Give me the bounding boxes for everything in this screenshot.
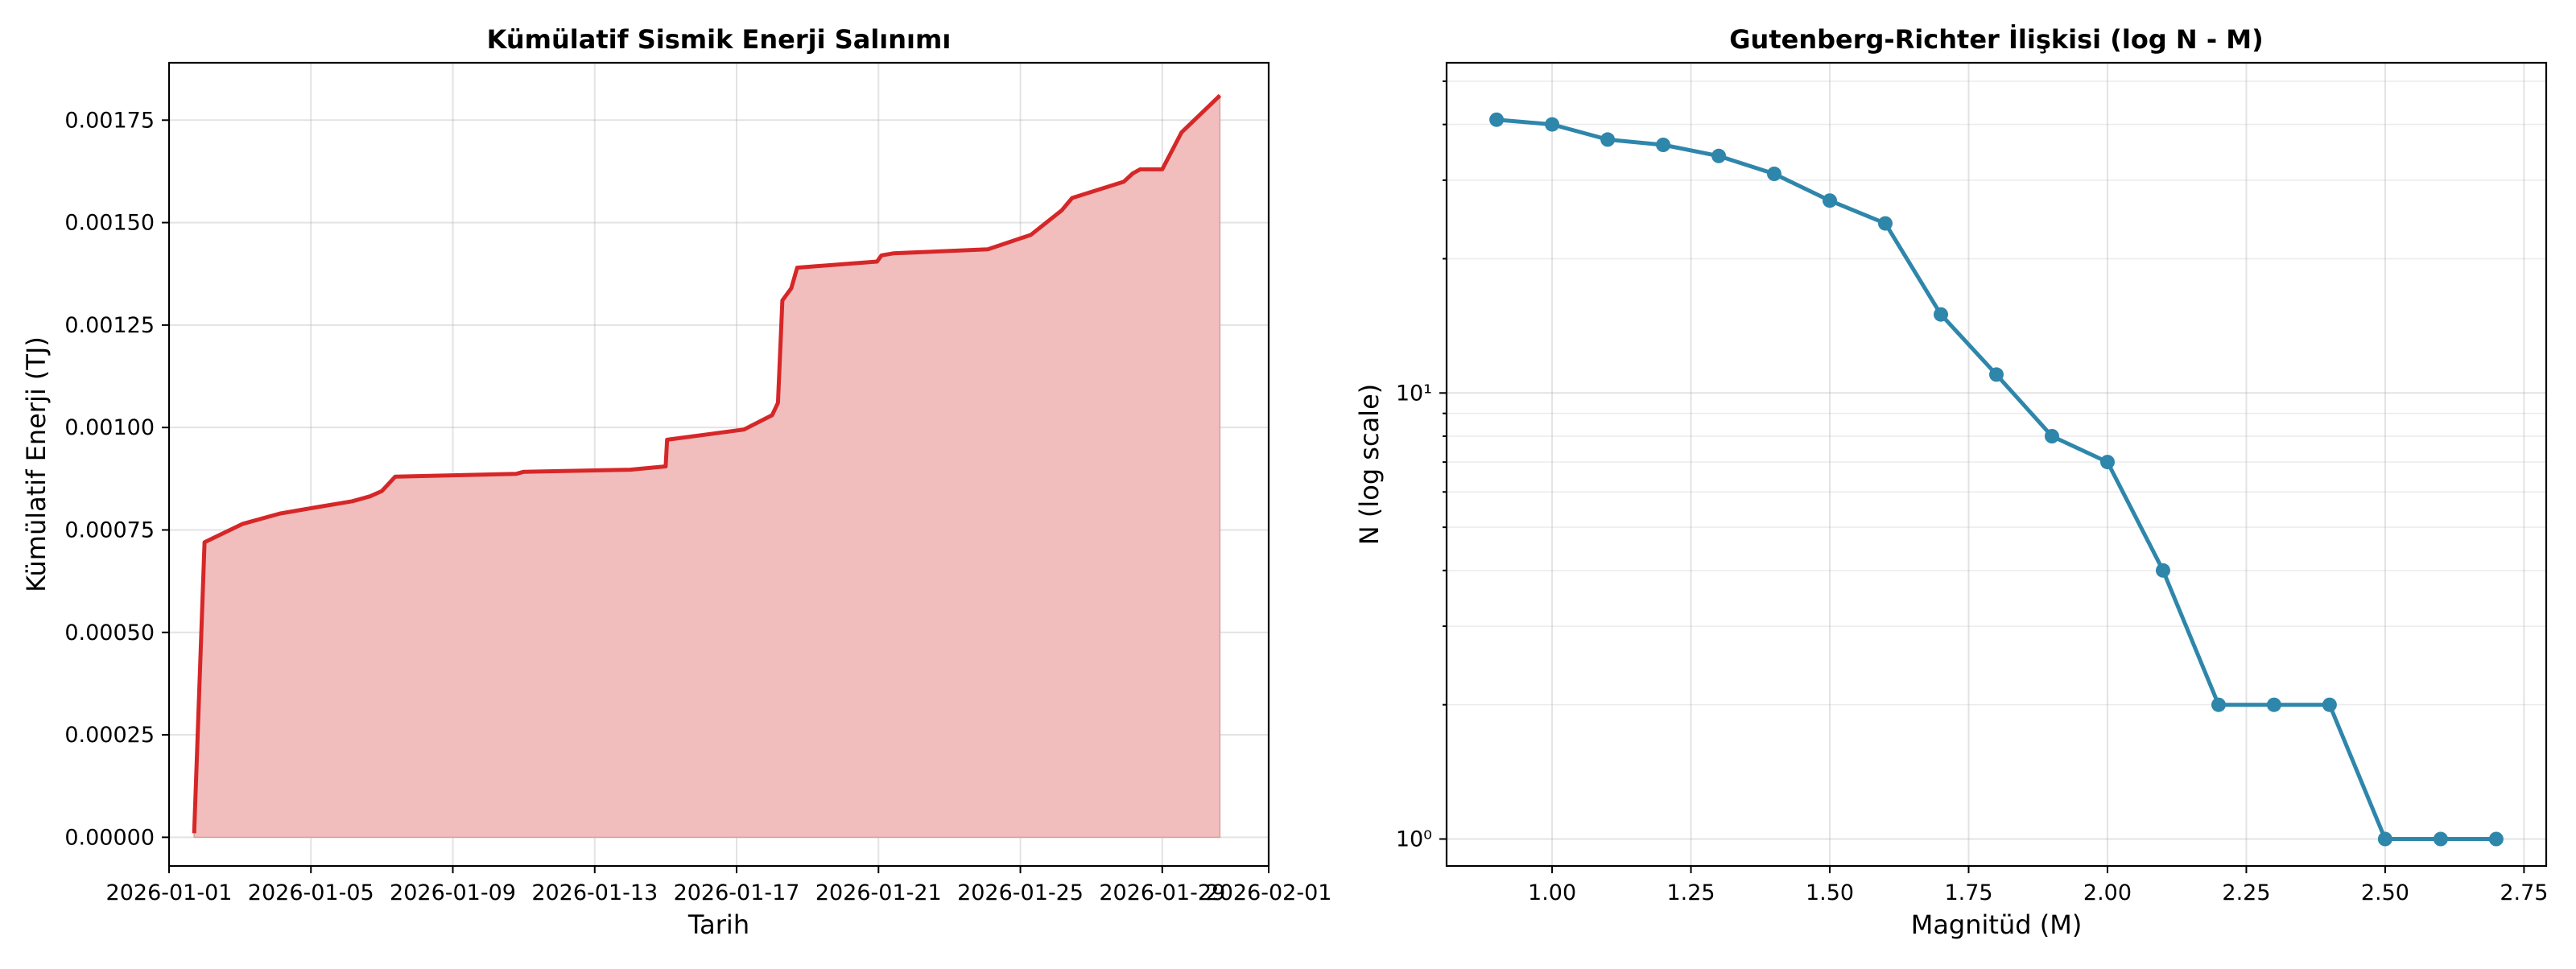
energy-x-axis-label: Tarih: [687, 909, 749, 940]
gr-data-point: [2156, 563, 2170, 578]
gr-data-point: [2322, 697, 2337, 712]
gr-x-tick-label: 1.75: [1944, 880, 1992, 905]
gr-x-ticks: 1.00 1.25 1.50 1.75 2.00 2.25 2.50 2.75: [1528, 866, 2548, 905]
gr-data-point: [2377, 831, 2392, 847]
energy-y-axis-label: Kümülatif Enerji (TJ): [21, 336, 52, 592]
gr-y-tick-label: 10¹: [1396, 381, 1432, 406]
energy-x-tick-label: 2026-02-01: [1206, 880, 1332, 905]
energy-x-tick-label: 2026-01-21: [815, 880, 942, 905]
energy-y-tick-label: 0.00150: [64, 211, 155, 236]
gr-data-point: [1656, 138, 1671, 152]
energy-x-tick-label: 2026-01-05: [248, 880, 374, 905]
energy-x-tick-label: 2026-01-29: [1099, 880, 1225, 905]
gr-data-point: [2433, 831, 2448, 847]
energy-x-tick-label: 2026-01-09: [390, 880, 516, 905]
energy-y-tick-label: 0.00050: [64, 621, 155, 645]
gr-y-tick-label: 10⁰: [1396, 827, 1432, 851]
gr-data-point: [1600, 132, 1616, 147]
gr-data-point: [2488, 831, 2504, 847]
energy-line: [192, 93, 1222, 834]
gr-data-point: [1711, 148, 1727, 163]
gr-data-point: [2211, 697, 2226, 712]
energy-x-ticks: 2026-01-01 2026-01-05 2026-01-09 2026-01-13…: [106, 866, 1332, 905]
gr-line: [1496, 118, 2496, 841]
gr-x-tick-label: 2.50: [2361, 880, 2409, 905]
energy-x-tick-label: 2026-01-17: [674, 880, 800, 905]
energy-x-tick-label: 2026-01-25: [957, 880, 1084, 905]
gr-grid: [1447, 63, 2546, 866]
gr-data-point: [1934, 307, 1948, 322]
gr-data-point: [2100, 455, 2115, 470]
energy-y-tick-label: 0.00125: [64, 313, 155, 338]
energy-y-tick-label: 0.00000: [64, 825, 155, 850]
gr-x-tick-label: 2.75: [2500, 880, 2548, 905]
energy-chart: 2026-01-01 2026-01-05 2026-01-09 2026-01-13…: [21, 24, 1331, 940]
energy-y-tick-label: 0.00025: [64, 723, 155, 748]
gr-y-ticks: 10⁰ 10¹: [1396, 80, 1447, 851]
gr-data-point: [1989, 367, 2004, 382]
gr-data-point: [2266, 697, 2281, 712]
gr-points: [1489, 112, 2504, 847]
energy-x-tick-label: 2026-01-13: [531, 880, 658, 905]
energy-y-ticks: 0.00000 0.00025 0.00050 0.00075 0.00100 0.001…: [64, 108, 169, 850]
gr-data-point: [1823, 193, 1837, 208]
gr-data-point: [1545, 117, 1560, 132]
gr-x-axis-label: Magnitüd (M): [1911, 909, 2083, 940]
gr-data-point: [1878, 216, 1893, 231]
energy-x-tick-label: 2026-01-01: [106, 880, 233, 905]
gutenberg-richter-chart: 1.00 1.25 1.50 1.75 2.00 2.25 2.50 2.75 10⁰10¹ …: [1354, 24, 2548, 940]
gr-y-axis-label: N (log scale): [1354, 384, 1385, 545]
energy-plot-frame: [167, 61, 1270, 868]
gr-x-tick-label: 1.25: [1666, 880, 1715, 905]
energy-y-tick-label: 0.00075: [64, 517, 155, 542]
energy-chart-title: Kümülatif Sismik Enerji Salınımı: [487, 24, 952, 55]
energy-y-tick-label: 0.00100: [64, 415, 155, 440]
energy-y-tick-label: 0.00175: [64, 108, 155, 133]
gr-data-point: [1489, 112, 1505, 127]
gr-x-tick-label: 1.50: [1806, 880, 1854, 905]
gr-x-tick-label: 2.00: [2083, 880, 2132, 905]
gr-x-tick-label: 1.00: [1528, 880, 1576, 905]
gr-data-point: [2045, 429, 2059, 443]
gr-chart-title: Gutenberg-Richter İlişkisi (log N - M): [1729, 24, 2263, 55]
gr-plot-frame: [1445, 61, 2548, 868]
gr-data-point: [1767, 167, 1781, 181]
gr-x-tick-label: 2.25: [2222, 880, 2270, 905]
